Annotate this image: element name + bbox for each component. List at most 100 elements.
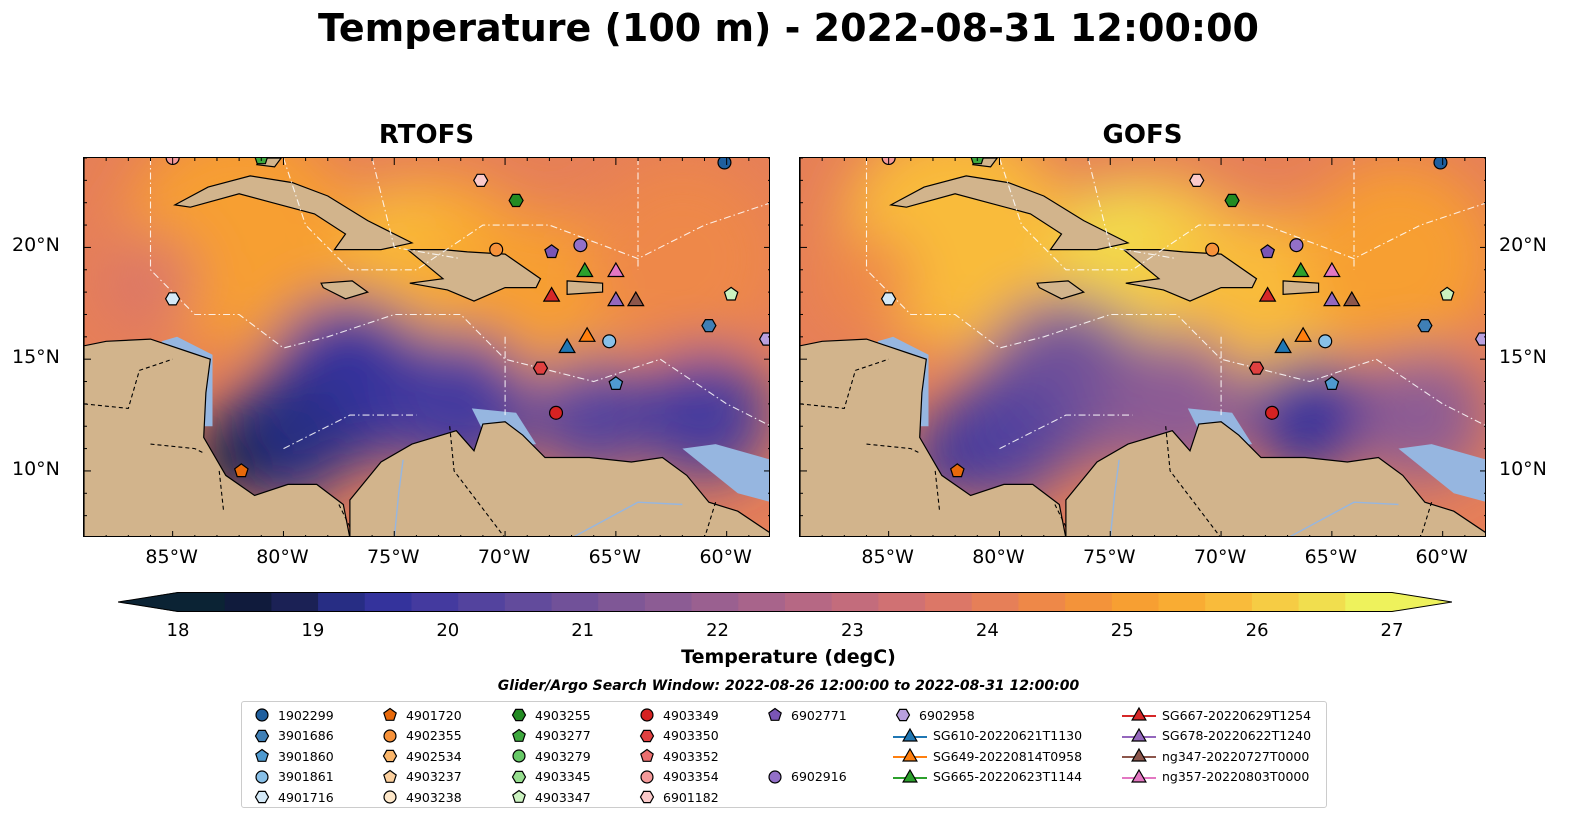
legend-entry-label: 3901686	[278, 728, 334, 743]
platform-marker-ng347-20220727T0000[interactable]	[1342, 290, 1361, 307]
colorbar-bin	[318, 592, 366, 612]
legend-entry: 6902958	[893, 705, 975, 725]
legend-entry-label: 6902916	[791, 769, 847, 784]
legend-entry: 4903354	[637, 767, 719, 787]
platform-marker-4902355[interactable]	[489, 242, 504, 257]
platform-marker-SG649-20220814T0958[interactable]	[1294, 326, 1312, 342]
legend: 1902299 3901686 3901860 3901861 4901716 49017…	[241, 701, 1327, 808]
legend-entry: SG665-20220623T1144	[893, 767, 1082, 787]
platform-marker-SG678-20220622T1240[interactable]	[607, 290, 625, 307]
legend-entry-label: ng347-20220727T0000	[1162, 748, 1310, 764]
platform-marker-4902355[interactable]	[1205, 242, 1220, 257]
platform-marker-SG667-20220629T1254[interactable]	[1258, 286, 1277, 302]
platform-marker-6902771[interactable]	[544, 244, 560, 259]
platform-marker-ng347-20220727T0000[interactable]	[626, 290, 645, 307]
lon-tick-label: 65°W	[1304, 546, 1358, 568]
platform-marker-SG665-20220623T1144[interactable]	[576, 261, 594, 278]
platform-marker-3901861[interactable]	[602, 334, 617, 349]
platform-marker-4903347[interactable]	[723, 286, 739, 301]
legend-entry: 4902355	[380, 726, 462, 746]
colorbar-bin	[504, 592, 553, 612]
lon-tick-label: 75°W	[367, 546, 420, 568]
lon-tick-label: 70°W	[1193, 546, 1247, 568]
map-panel-rtofs[interactable]	[83, 157, 770, 537]
pentagon-marker-icon	[383, 707, 397, 721]
platform-marker-6901182[interactable]	[1189, 173, 1205, 187]
circle-marker-icon	[512, 749, 526, 763]
platform-marker-4903350[interactable]	[532, 361, 549, 375]
platform-marker-6902771[interactable]	[1260, 244, 1276, 259]
platform-marker-ng357-20220803T0000[interactable]	[607, 261, 625, 278]
colorbar-bin	[458, 592, 506, 612]
temperature-field-map	[800, 158, 1486, 536]
lat-tick-label-right: 20°N	[1499, 234, 1547, 257]
hexagon-marker-icon	[511, 708, 527, 722]
legend-entry-label: 4903354	[663, 769, 719, 784]
platform-marker-3901861[interactable]	[1318, 334, 1333, 349]
platform-marker-6902958[interactable]	[758, 332, 770, 346]
colorbar-bin	[785, 592, 833, 612]
legend-entry: 4903279	[509, 746, 591, 766]
platform-marker-4903255[interactable]	[1224, 193, 1240, 208]
platform-marker-1902299[interactable]	[1433, 158, 1448, 170]
colorbar-bin	[1111, 592, 1160, 612]
platform-marker-4901720[interactable]	[949, 463, 965, 478]
legend-entry-label: 6902958	[919, 707, 975, 723]
legend-entry: 4903277	[509, 726, 591, 746]
platform-marker-6902916[interactable]	[573, 238, 588, 253]
lat-tick-label-right: 15°N	[1499, 346, 1547, 369]
platform-marker-6901182[interactable]	[473, 173, 489, 187]
map-panel-gofs[interactable]	[799, 157, 1486, 537]
platform-marker-SG610-20220621T1130[interactable]	[558, 337, 576, 354]
platform-marker-SG678-20220622T1240[interactable]	[1323, 290, 1341, 307]
legend-entry-label: 6901182	[663, 789, 719, 805]
legend-entry-label: 4903277	[535, 728, 591, 743]
colorbar-bin	[1298, 592, 1346, 612]
platform-marker-4901720[interactable]	[233, 463, 249, 478]
platform-marker-4901716[interactable]	[164, 292, 181, 306]
colorbar-tick-label: 19	[301, 620, 325, 641]
figure-title: Temperature (100 m) - 2022-08-31 12:00:0…	[317, 6, 1259, 50]
platform-marker-3901860[interactable]	[1324, 376, 1340, 390]
lon-tick-label: 70°W	[477, 546, 531, 568]
pentagon-marker-icon	[768, 707, 782, 721]
legend-entry: 6902916	[765, 767, 847, 787]
platform-marker-3901686[interactable]	[1417, 319, 1433, 333]
legend-entry: 6902771	[765, 705, 847, 725]
search-window-text: Glider/Argo Search Window: 2022-08-26 12…	[497, 678, 1080, 694]
platform-marker-4903349[interactable]	[548, 405, 564, 420]
platform-marker-6902916[interactable]	[1289, 238, 1304, 253]
circle-marker-icon	[255, 708, 269, 722]
platform-marker-4903349[interactable]	[1264, 405, 1280, 420]
platform-marker-SG610-20220621T1130[interactable]	[1274, 337, 1292, 354]
triangle-marker-icon	[1122, 768, 1156, 783]
legend-entry: 4903352	[637, 746, 719, 766]
platform-marker-4901716[interactable]	[880, 292, 897, 306]
lat-tick-label-left: 15°N	[12, 346, 60, 369]
lon-tick-label: 85°W	[145, 546, 198, 568]
platform-marker-4903347[interactable]	[1439, 286, 1455, 301]
platform-marker-SG649-20220814T0958[interactable]	[578, 326, 596, 342]
platform-marker-4903255[interactable]	[508, 193, 524, 208]
legend-entry-label: 4903350	[663, 728, 719, 743]
colorbar-bin	[551, 592, 599, 612]
triangle-marker-icon	[893, 768, 927, 783]
colorbar-bin	[971, 592, 1020, 612]
platform-marker-6902958[interactable]	[1474, 332, 1486, 346]
platform-marker-SG667-20220629T1254[interactable]	[542, 286, 561, 302]
legend-entry-label: 3901860	[278, 748, 334, 764]
platform-marker-SG665-20220623T1144[interactable]	[1292, 261, 1310, 278]
legend-entry: SG649-20220814T0958	[893, 746, 1082, 766]
platform-marker-3901860[interactable]	[608, 376, 624, 390]
colorbar-bin	[1018, 592, 1066, 612]
legend-entry-label: 3901861	[278, 769, 334, 784]
legend-entry-label: SG678-20220622T1240	[1162, 728, 1312, 743]
platform-marker-4903350[interactable]	[1248, 361, 1265, 375]
platform-marker-3901686[interactable]	[701, 319, 717, 333]
platform-marker-1902299[interactable]	[717, 158, 732, 170]
platform-marker-ng357-20220803T0000[interactable]	[1323, 261, 1341, 278]
legend-entry-label: 4901720	[406, 707, 462, 723]
legend-entry: 4903345	[509, 767, 591, 787]
pentagon-marker-icon	[383, 769, 397, 783]
lon-tick-label: 80°W	[256, 546, 309, 568]
